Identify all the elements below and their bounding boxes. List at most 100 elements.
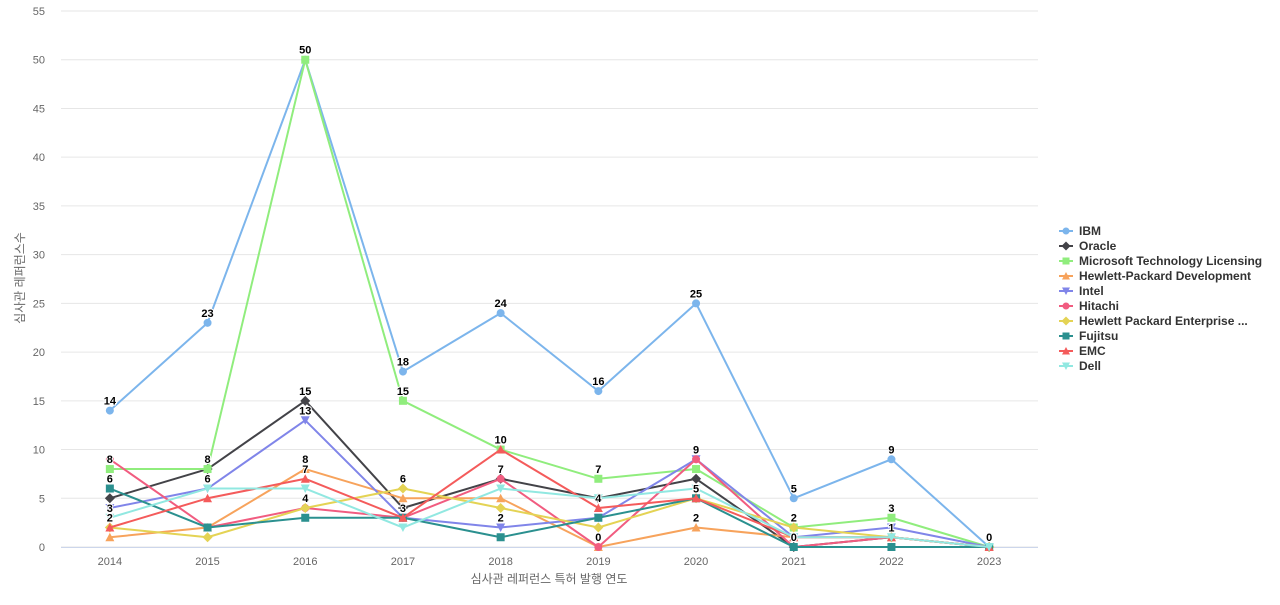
series-line[interactable] <box>109 58 990 548</box>
data-point[interactable] <box>984 543 994 552</box>
data-point[interactable] <box>788 522 799 533</box>
data-point[interactable] <box>301 55 310 64</box>
legend-item[interactable]: Dell <box>1059 359 1101 373</box>
data-point[interactable] <box>594 387 603 396</box>
data-label: 7 <box>595 464 601 476</box>
data-point[interactable] <box>105 484 114 493</box>
series-line[interactable] <box>109 58 990 548</box>
legend-item[interactable]: Microsoft Technology Licensing <box>1059 254 1262 268</box>
data-point[interactable] <box>398 367 407 376</box>
data-point[interactable] <box>398 513 408 522</box>
data-point[interactable] <box>886 533 896 542</box>
data-point[interactable] <box>105 406 114 415</box>
data-point[interactable] <box>105 532 115 542</box>
data-point[interactable] <box>397 503 408 514</box>
series-line[interactable] <box>109 458 990 548</box>
data-point[interactable] <box>594 543 603 551</box>
data-label: 8 <box>204 454 210 466</box>
data-point[interactable] <box>594 513 603 522</box>
data-point[interactable] <box>691 523 701 532</box>
y-tick-label: 40 <box>33 152 45 164</box>
data-point[interactable] <box>300 395 311 406</box>
data-point[interactable] <box>203 465 212 474</box>
y-tick-label: 5 <box>39 493 45 505</box>
legend-label: Oracle <box>1079 239 1117 253</box>
data-point[interactable] <box>789 533 799 542</box>
data-point[interactable] <box>496 533 505 542</box>
data-label: 24 <box>495 298 508 310</box>
data-point[interactable] <box>496 523 506 533</box>
data-label: 0 <box>595 532 601 544</box>
data-point[interactable] <box>300 416 310 425</box>
data-point[interactable] <box>300 503 311 514</box>
data-point[interactable] <box>105 513 115 523</box>
data-point[interactable] <box>691 473 702 484</box>
data-point[interactable] <box>789 543 798 551</box>
data-point[interactable] <box>593 503 603 513</box>
data-point[interactable] <box>203 318 212 327</box>
data-point[interactable] <box>300 484 310 494</box>
legend-label: Hewlett Packard Enterprise ... <box>1079 314 1248 328</box>
legend-marker <box>1062 362 1070 370</box>
data-point[interactable] <box>496 474 505 483</box>
data-point[interactable] <box>203 493 213 503</box>
data-point[interactable] <box>496 309 505 318</box>
data-point[interactable] <box>692 299 701 308</box>
data-point[interactable] <box>105 523 115 532</box>
data-point[interactable] <box>692 465 701 474</box>
x-tick-label: 2014 <box>98 556 122 568</box>
data-point[interactable] <box>789 494 798 503</box>
data-point[interactable] <box>398 396 407 405</box>
data-point[interactable] <box>594 474 603 483</box>
x-tick-label: 2016 <box>293 556 317 568</box>
data-label: 9 <box>888 444 894 456</box>
data-label: 18 <box>397 357 409 369</box>
legend-item[interactable]: Oracle <box>1059 239 1117 253</box>
data-point[interactable] <box>886 523 896 533</box>
legend-item[interactable]: EMC <box>1059 344 1106 358</box>
series-line[interactable] <box>109 487 990 548</box>
data-point[interactable] <box>496 484 506 494</box>
data-point[interactable] <box>203 484 213 494</box>
data-point[interactable] <box>691 484 701 494</box>
data-point[interactable] <box>301 513 310 522</box>
series-line[interactable] <box>109 487 990 548</box>
series-line[interactable] <box>109 468 990 548</box>
data-point[interactable] <box>202 532 213 543</box>
legend-item[interactable]: IBM <box>1059 224 1101 238</box>
data-point[interactable] <box>887 455 896 464</box>
data-point[interactable] <box>105 504 115 513</box>
data-point[interactable] <box>887 513 896 522</box>
data-point[interactable] <box>105 465 114 474</box>
legend-item[interactable]: Intel <box>1059 284 1104 298</box>
data-point[interactable] <box>495 503 506 514</box>
data-point[interactable] <box>496 493 506 503</box>
data-point[interactable] <box>203 523 212 532</box>
data-point[interactable] <box>593 522 604 533</box>
data-point[interactable] <box>105 455 114 464</box>
data-label: 2 <box>107 513 113 525</box>
legend-item[interactable]: Hewlett Packard Enterprise ... <box>1059 314 1248 328</box>
data-point[interactable] <box>496 445 506 454</box>
data-point[interactable] <box>691 493 701 503</box>
legend-marker <box>1062 257 1070 265</box>
data-point[interactable] <box>104 493 115 504</box>
data-point[interactable] <box>887 543 896 551</box>
data-point[interactable] <box>398 523 408 533</box>
y-tick-label: 35 <box>33 201 45 213</box>
data-point[interactable] <box>398 493 408 503</box>
y-tick-label: 50 <box>33 55 45 67</box>
data-point[interactable] <box>300 474 310 483</box>
data-point[interactable] <box>593 494 603 503</box>
legend-item[interactable]: Hewlett-Packard Development <box>1059 269 1251 283</box>
data-point[interactable] <box>397 483 408 494</box>
legend-item[interactable]: Fujitsu <box>1059 329 1118 343</box>
data-point[interactable] <box>692 455 701 464</box>
legend-item[interactable]: Hitachi <box>1059 299 1119 313</box>
data-label: 1 <box>888 522 894 534</box>
data-point[interactable] <box>300 464 310 474</box>
